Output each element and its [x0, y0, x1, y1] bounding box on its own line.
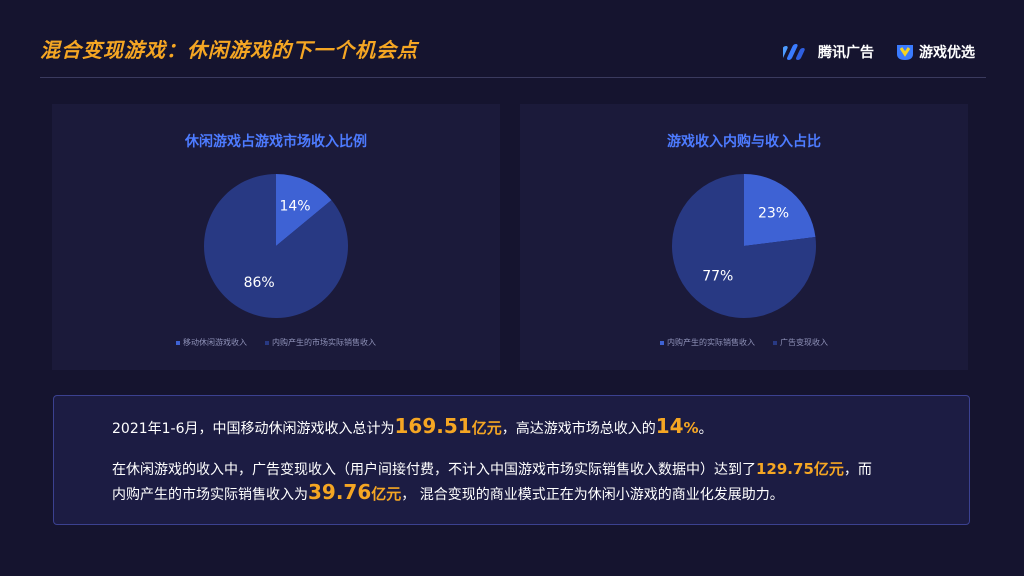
pie-slice-in-app-purchase	[204, 174, 348, 318]
summary-text: 。	[698, 421, 713, 437]
tencent-ads-logo-text: 腾讯广告	[818, 45, 874, 61]
highlight-value-iap-revenue: 39.76	[308, 480, 372, 504]
tencent-ads-logo-icon	[783, 44, 805, 60]
chart-legend: 移动休闲游戏收入 内购产生的市场实际销售收入	[52, 337, 500, 348]
pie-label-in-app-purchase: 23%	[758, 206, 789, 222]
summary-text: 2021年1-6月，中国移动休闲游戏收入总计为	[112, 421, 395, 437]
pie-label-in-app-purchase: 86%	[244, 275, 275, 291]
legend-label: 广告变现收入	[780, 338, 828, 347]
game-select-logo-text: 游戏优选	[919, 45, 975, 61]
legend-swatch	[265, 340, 269, 345]
pie-label-ad-monetization: 77%	[702, 269, 733, 285]
header-divider	[40, 77, 986, 78]
legend-item: 广告变现收入	[773, 337, 828, 348]
page-title: 混合变现游戏：休闲游戏的下一个机会点	[40, 38, 418, 62]
summary-text: ， 混合变现的商业模式正在为休闲小游戏的商业化发展助力。	[401, 487, 784, 503]
pie-chart: 23% 77%	[672, 174, 816, 318]
summary-line-3: 内购产生的市场实际销售收入为39.76亿元， 混合变现的商业模式正在为休闲小游戏…	[112, 480, 784, 504]
pie-slice-mobile-casual	[276, 174, 332, 246]
chart-panel-revenue-split: 游戏收入内购与收入占比 23% 77% 内购产生的实际销售收入 广告变现收入	[520, 104, 968, 370]
legend-label: 内购产生的实际销售收入	[667, 338, 755, 347]
legend-label: 内购产生的市场实际销售收入	[272, 338, 376, 347]
pie-chart: 14% 86%	[204, 174, 348, 318]
legend-item: 内购产生的市场实际销售收入	[265, 337, 376, 348]
game-select-logo: 游戏优选	[896, 42, 975, 62]
summary-text: 内购产生的市场实际销售收入为	[112, 487, 308, 503]
highlight-value-share: 14	[655, 414, 684, 438]
legend-item: 内购产生的实际销售收入	[660, 337, 755, 348]
summary-line-2: 在休闲游戏的收入中，广告变现收入（用户间接付费，不计入中国游戏市场实际销售收入数…	[112, 458, 872, 479]
pie-label-mobile-casual: 14%	[279, 199, 310, 215]
chart-legend: 内购产生的实际销售收入 广告变现收入	[520, 337, 968, 348]
legend-label: 移动休闲游戏收入	[183, 338, 247, 347]
chart-title: 休闲游戏占游戏市场收入比例	[185, 134, 367, 150]
legend-swatch	[773, 340, 777, 345]
highlight-unit: 亿元	[471, 419, 502, 437]
legend-swatch	[660, 340, 664, 345]
game-select-logo-icon	[897, 45, 913, 60]
tencent-ads-logo: 腾讯广告	[783, 42, 874, 62]
summary-box: 2021年1-6月，中国移动休闲游戏收入总计为169.51亿元，高达游戏市场总收…	[53, 395, 970, 525]
chart-title: 游戏收入内购与收入占比	[667, 134, 821, 150]
highlight-unit: %	[683, 419, 699, 437]
legend-swatch	[176, 340, 180, 345]
pie-slice-ad-monetization	[672, 174, 816, 318]
highlight-value-ad-revenue: 129.75亿元	[756, 460, 844, 478]
summary-text: ，而	[843, 462, 872, 478]
summary-text: ，高达游戏市场总收入的	[501, 421, 656, 437]
chart-panel-casual-share: 休闲游戏占游戏市场收入比例 14% 86% 移动休闲游戏收入 内购产生的市场实际…	[52, 104, 500, 370]
summary-text: 在休闲游戏的收入中，广告变现收入（用户间接付费，不计入中国游戏市场实际销售收入数…	[112, 462, 756, 478]
highlight-unit: 亿元	[371, 485, 402, 503]
legend-item: 移动休闲游戏收入	[176, 337, 247, 348]
pie-slice-in-app-purchase	[744, 174, 816, 246]
summary-line-1: 2021年1-6月，中国移动休闲游戏收入总计为169.51亿元，高达游戏市场总收…	[112, 414, 713, 438]
highlight-value-casual-revenue: 169.51	[394, 414, 472, 438]
